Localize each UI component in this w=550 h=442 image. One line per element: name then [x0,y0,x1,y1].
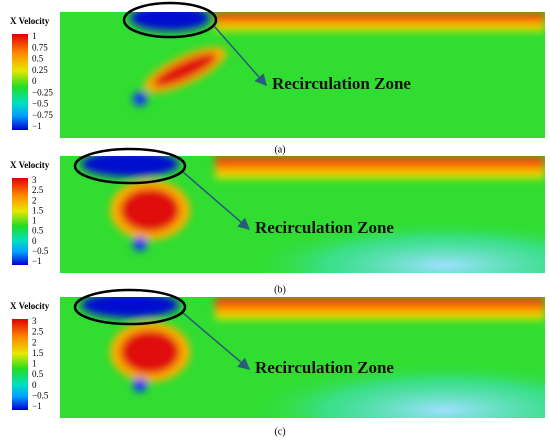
colorbar-tick: 0.25 [32,65,48,75]
hot-core [120,330,180,374]
reverse-flow [81,156,179,177]
colorbar-tick: 0.5 [32,54,44,64]
blobs [130,12,227,106]
colorbar-title: X Velocity [10,301,50,311]
reverse-flow [130,12,210,31]
jet [215,297,545,323]
colorbar-tick: 0.5 [32,369,44,379]
annotation: Recirculation Zone [255,218,394,237]
colorbar-tick: 0 [32,76,37,86]
recirc-outline [122,1,218,39]
colorbar-tick: 0.75 [32,42,48,52]
colorbar-tick: 1 [32,216,37,226]
colorbar-title: X Velocity [10,160,50,170]
colorbar-tick: −1 [32,256,42,266]
annotation: Recirculation Zone [255,358,394,377]
colorbar-tick: 3 [32,175,37,185]
arrow [182,312,251,370]
colorbar-tick: −0.5 [32,99,49,109]
hot-core [153,53,217,87]
low-velocity [210,337,545,418]
low-velocity [210,196,545,273]
colorbar-title: X Velocity [10,16,50,26]
colorbar-tick: 1 [32,31,37,41]
panel: Recirculation Zone X Velocity 32.521.510.5… [10,147,545,295]
colorbar-tick: 2 [32,337,37,347]
panel: Recirculation Zone X Velocity 10.75 0.50.25… [10,1,545,155]
colorbar-tick: 0 [32,380,37,390]
jet [215,156,545,182]
colorbar-tick: 1.5 [32,348,44,358]
colorbar-tick: −0.5 [32,390,49,400]
caption: (b) [274,284,286,295]
colorbar-tick: 2.5 [32,327,44,337]
colorbar-tick: 1 [32,359,37,369]
colorbar-tick: 0 [32,236,37,246]
recirc-outline [73,288,187,326]
jet-blue [133,378,147,392]
colorbar [12,319,28,410]
colorbar-tick: 1.5 [32,205,44,215]
blobs [81,156,190,251]
panel: Recirculation Zone X Velocity 32.521.510.5… [10,288,545,437]
colorbar-tick: −1 [32,121,42,131]
hot-core [120,188,180,232]
arrow [182,171,251,230]
caption: (c) [274,426,285,437]
field-shapes [130,12,545,106]
blobs [81,297,190,392]
colorbar [12,34,28,130]
colorbar [12,178,28,265]
recirc-outline [73,147,187,185]
colorbar-tick: 2.5 [32,185,44,195]
arrow [213,25,267,87]
reverse-flow [81,297,179,318]
field-shapes [81,156,545,273]
colorbar-tick: 2 [32,195,37,205]
colorbar-tick: −0.75 [32,110,53,120]
jet [215,12,545,34]
colorbar-tick: 0.5 [32,226,44,236]
colorbar-tick: −0.5 [32,246,49,256]
annotation: Recirculation Zone [272,74,411,93]
colorbar-tick: −1 [32,401,42,411]
jet-blue [133,92,147,106]
caption: (a) [274,144,285,155]
colorbar-tick: −0.25 [32,87,53,97]
jet-blue [133,237,147,251]
colorbar-tick: 3 [32,316,37,326]
field-shapes [81,297,545,418]
